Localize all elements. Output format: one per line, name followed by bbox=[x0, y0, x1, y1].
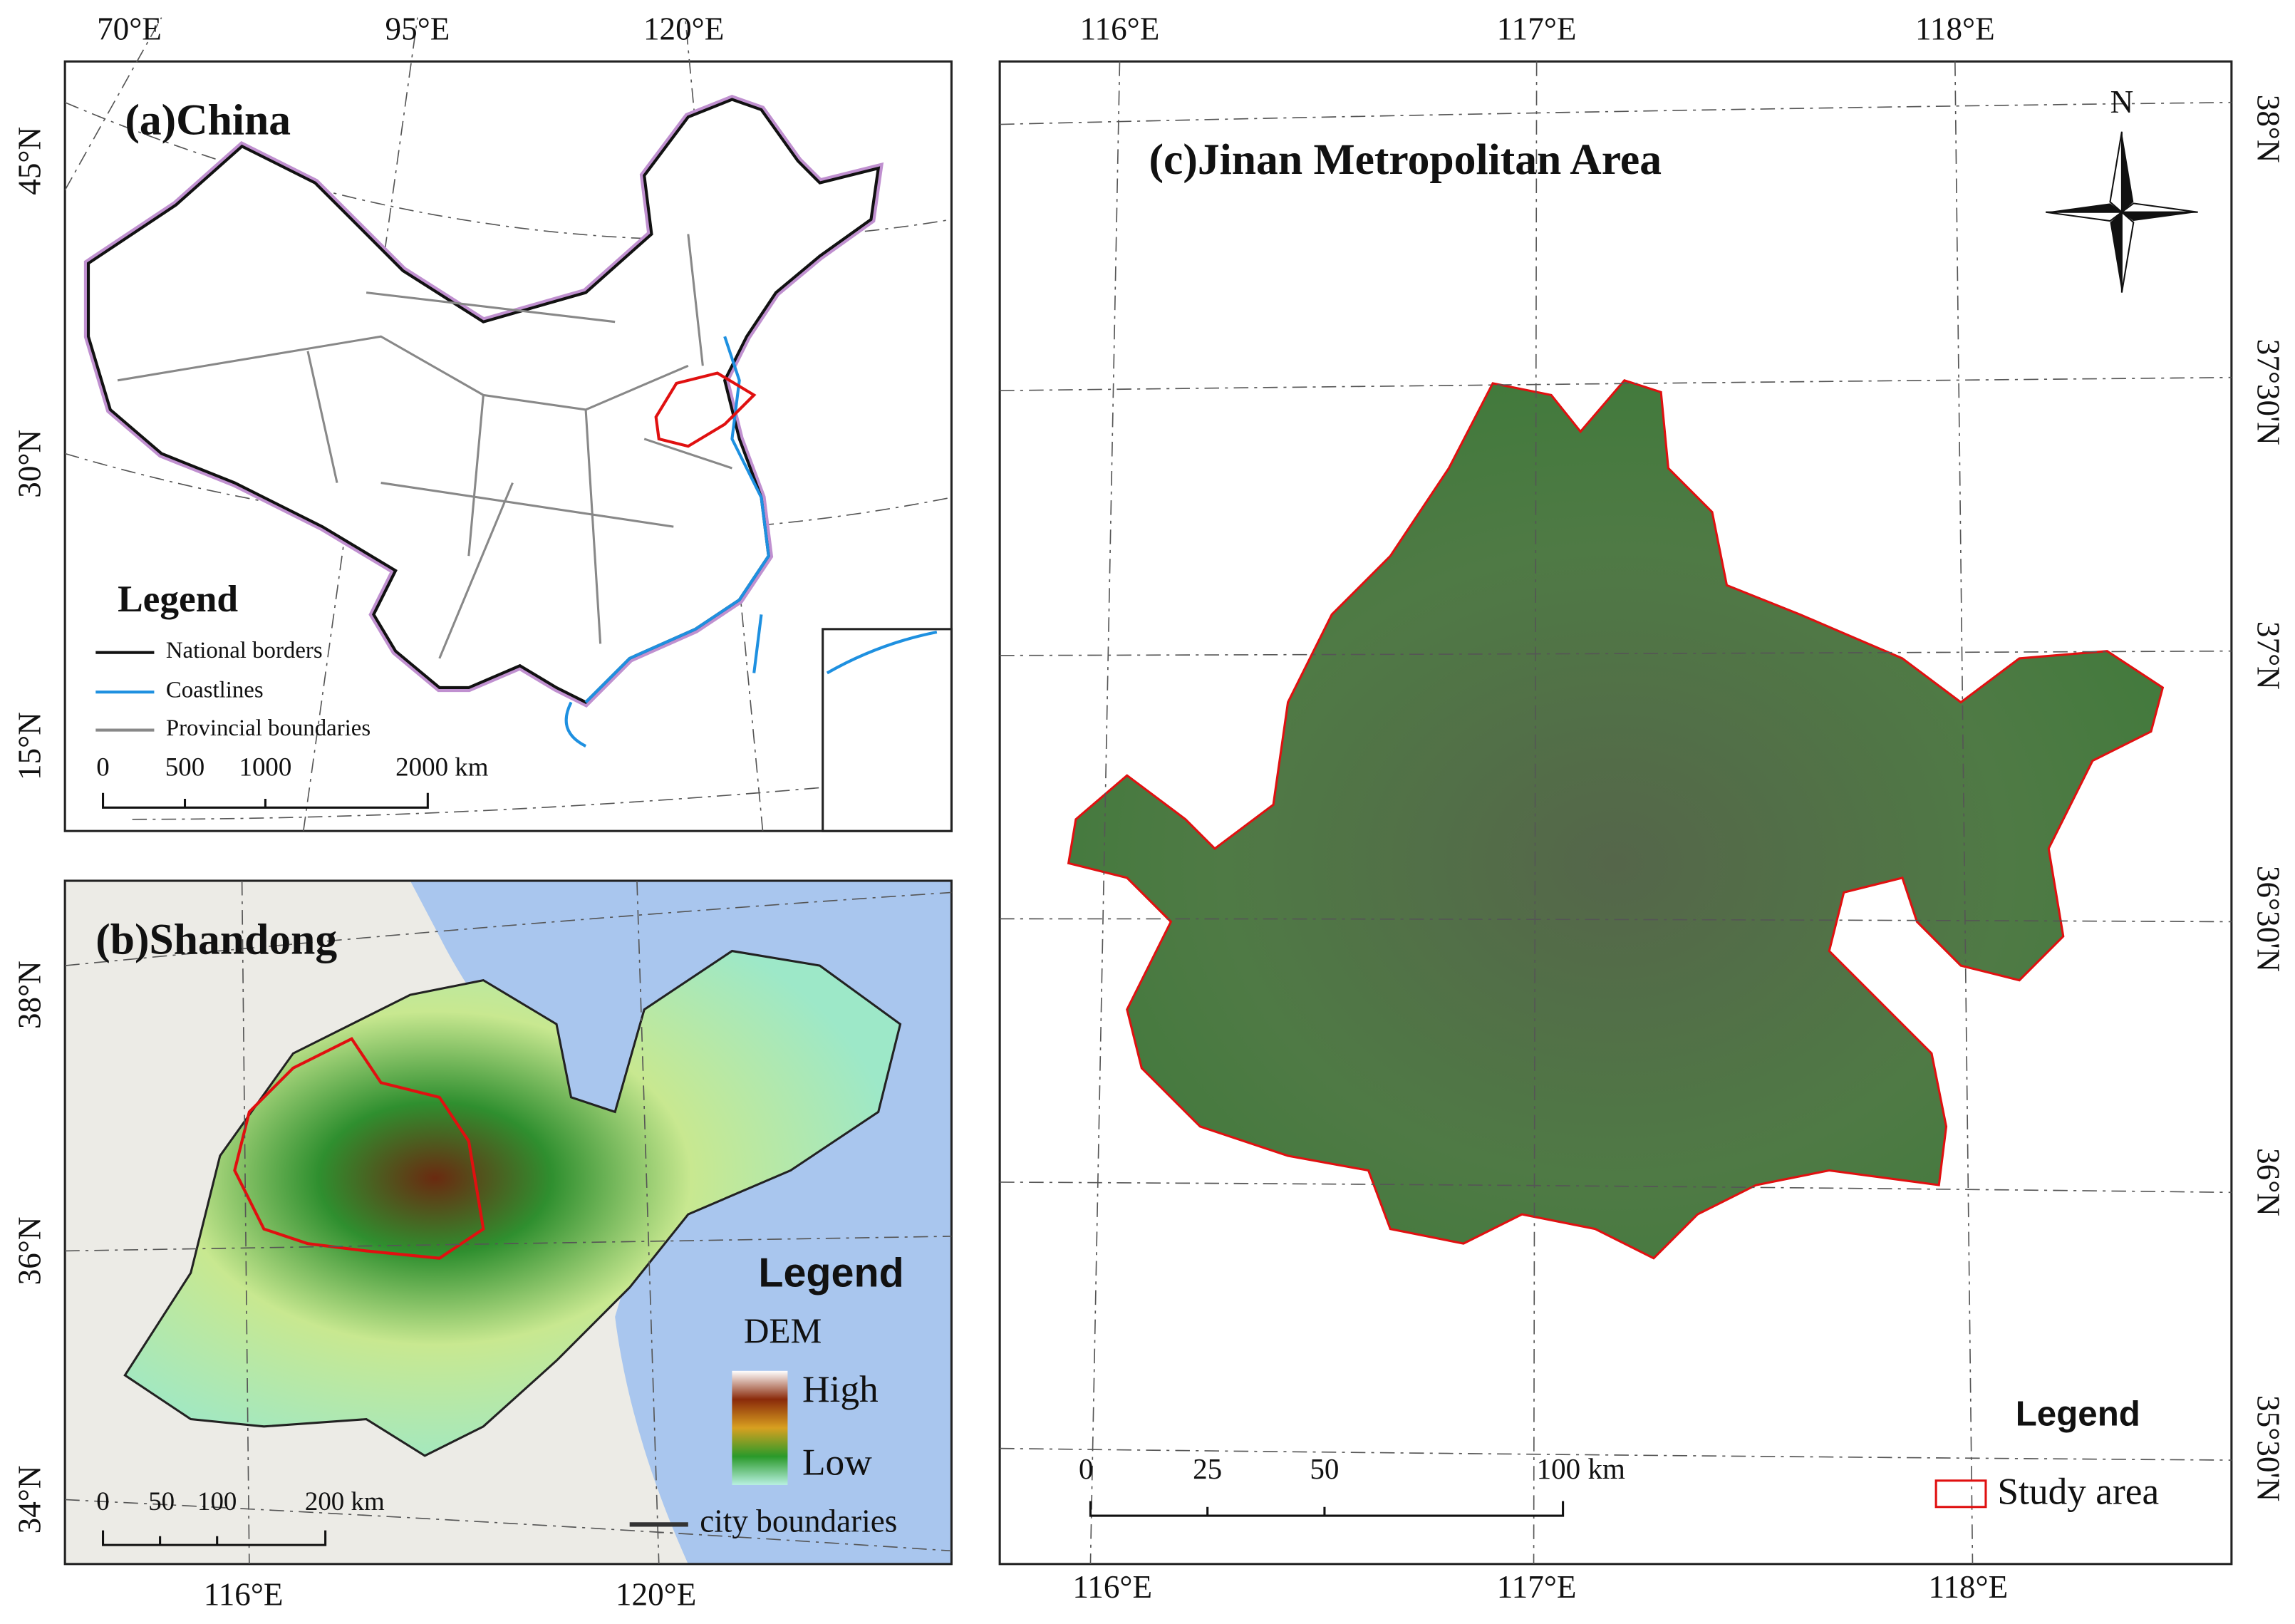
scale-label: 200 km bbox=[305, 1486, 385, 1516]
frame bbox=[63, 879, 953, 1566]
scale-label: 50 bbox=[148, 1486, 175, 1516]
legend-item: Study area bbox=[1997, 1470, 2159, 1513]
north-arrow bbox=[2045, 131, 2198, 293]
scale-label: 25 bbox=[1193, 1452, 1222, 1485]
lat-label: 45°N bbox=[11, 127, 47, 195]
study-area bbox=[1067, 379, 2165, 1260]
legend-high: High bbox=[802, 1367, 879, 1410]
lat-label: 36°30'N bbox=[2251, 866, 2286, 972]
lat-label: 38°N bbox=[11, 961, 47, 1029]
lon-label: 116°E bbox=[1080, 11, 1160, 47]
scale-bar bbox=[102, 792, 429, 809]
scale-label: 0 bbox=[96, 1486, 109, 1516]
legend-title: Legend bbox=[758, 1251, 903, 1296]
map-shape bbox=[2045, 131, 2198, 293]
lat-label: 34°N bbox=[11, 1466, 47, 1534]
lat-label: 15°N bbox=[11, 712, 47, 780]
panel-title: (c)Jinan Metropolitan Area bbox=[1149, 135, 1662, 184]
scale-label: 50 bbox=[1310, 1452, 1339, 1485]
scale-label: 0 bbox=[96, 752, 109, 781]
lon-label: 120°E bbox=[616, 1576, 696, 1612]
lon-label: 70°E bbox=[97, 11, 162, 47]
inset-coast bbox=[826, 630, 938, 675]
map-shape bbox=[65, 880, 952, 1564]
lat-label: 37°30'N bbox=[2251, 339, 2286, 445]
legend-item: city boundaries bbox=[700, 1504, 897, 1539]
panel-title: (b)Shandong bbox=[95, 915, 337, 963]
shandong-outline bbox=[654, 371, 757, 448]
legend-dem: DEM bbox=[744, 1311, 822, 1350]
scale-label: 0 bbox=[1079, 1452, 1094, 1485]
scale-label: 500 bbox=[165, 752, 204, 781]
legend-title: Legend bbox=[118, 577, 238, 620]
inset bbox=[822, 628, 953, 832]
lon-label: 117°E bbox=[1497, 1569, 1577, 1605]
legend-item: National borders bbox=[166, 638, 323, 663]
legend-item: Coastlines bbox=[166, 678, 264, 703]
panel-a: 70°E 95°E 120°E 45°N 30°N 15°N (a)China … bbox=[11, 11, 953, 832]
legend-low: Low bbox=[802, 1441, 872, 1484]
scale-label: 1000 bbox=[239, 752, 292, 781]
lon-label: 95°E bbox=[385, 11, 450, 47]
dem-ramp bbox=[732, 1370, 788, 1485]
panel-c: (c)Jinan Metropolitan Area 116°E 117°E 1… bbox=[998, 11, 2286, 1605]
scale-bar bbox=[102, 1530, 327, 1546]
lon-label: 120°E bbox=[643, 11, 724, 47]
graticule bbox=[65, 880, 952, 1564]
lon-label: 116°E bbox=[1072, 1569, 1152, 1605]
lon-label: 118°E bbox=[1928, 1569, 2008, 1605]
north-label: N bbox=[2110, 84, 2134, 120]
lat-label: 35°30'N bbox=[2251, 1395, 2286, 1501]
lon-label: 117°E bbox=[1497, 11, 1577, 47]
lon-label: 116°E bbox=[204, 1576, 284, 1612]
legend-title: Legend bbox=[2016, 1394, 2140, 1433]
panel-b: (b)Shandong 116°E 120°E 38°N 36°N 34°N L… bbox=[11, 879, 953, 1612]
panel-title: (a)China bbox=[125, 96, 291, 145]
scale-label: 100 km bbox=[1537, 1452, 1625, 1485]
lat-label: 30°N bbox=[11, 430, 47, 498]
provincial-boundaries bbox=[117, 234, 732, 659]
lat-label: 37°N bbox=[2251, 621, 2286, 690]
lat-label: 38°N bbox=[2251, 95, 2286, 163]
lat-label: 36°N bbox=[11, 1217, 47, 1286]
scale-label: 2000 km bbox=[395, 752, 489, 781]
legend-item: Provincial boundaries bbox=[166, 715, 371, 741]
lon-label: 118°E bbox=[1915, 11, 1995, 47]
scale-label: 100 bbox=[197, 1486, 237, 1516]
scale-bar bbox=[1089, 1501, 1565, 1517]
study-area-outline bbox=[233, 1037, 485, 1260]
shandong-dem bbox=[123, 949, 902, 1457]
coastline bbox=[564, 336, 770, 748]
legend-swatch bbox=[1934, 1479, 1987, 1509]
lat-label: 36°N bbox=[2251, 1148, 2286, 1216]
